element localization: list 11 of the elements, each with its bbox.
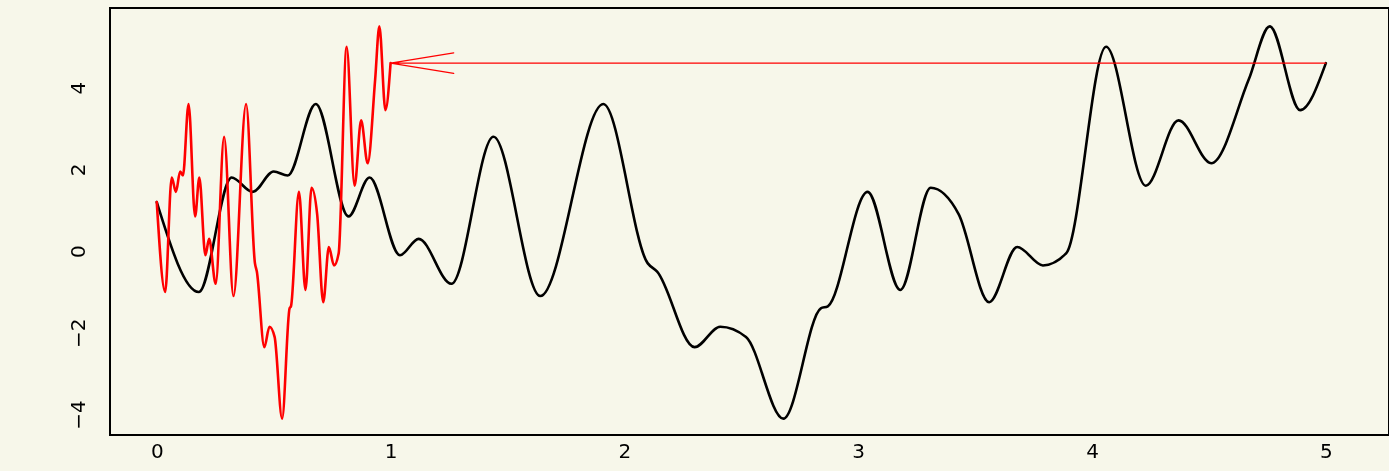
y-tick-label: 0 — [65, 245, 90, 258]
x-tick-label: 1 — [384, 438, 398, 463]
x-tick-label: 2 — [618, 438, 632, 463]
y-tick-label: −4 — [65, 400, 90, 430]
y-tick-label: −2 — [65, 318, 90, 349]
y-tick-label: 4 — [65, 81, 90, 95]
x-tick-label: 3 — [852, 438, 866, 463]
x-tick-label: 5 — [1320, 438, 1333, 463]
x-tick-label: 0 — [150, 438, 164, 463]
x-tick-label: 4 — [1086, 438, 1099, 463]
y-tick-label: 2 — [65, 163, 90, 177]
